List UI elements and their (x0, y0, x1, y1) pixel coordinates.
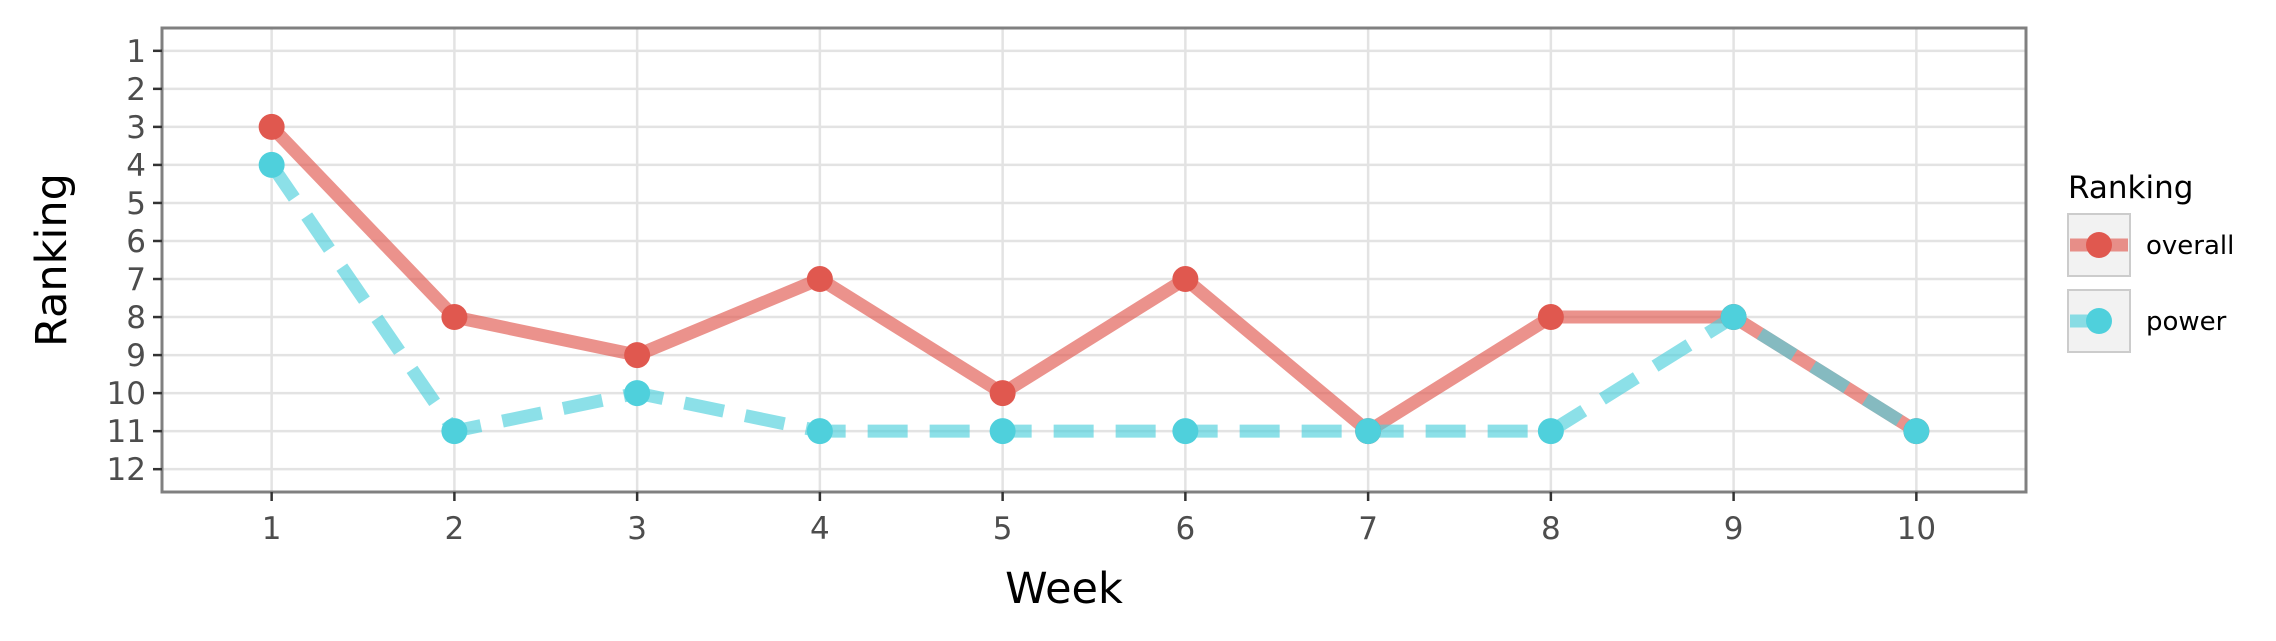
y-axis-title: Ranking (27, 173, 77, 347)
x-tick-label: 10 (1897, 511, 1936, 547)
data-point-overall (1537, 304, 1564, 331)
data-point-overall (258, 113, 285, 140)
data-point-power (806, 418, 833, 445)
legend-label-overall: overall (2146, 231, 2234, 261)
y-tick-label: 7 (126, 262, 146, 298)
y-tick-label: 8 (126, 300, 146, 336)
legend: Ranking overall power (2067, 170, 2234, 353)
data-point-overall (989, 380, 1016, 407)
x-tick-label: 4 (810, 511, 830, 547)
series-points (258, 113, 1930, 445)
y-tick-label: 1 (126, 34, 146, 70)
gridlines (162, 28, 2026, 492)
y-tick-label: 12 (107, 452, 146, 488)
data-point-overall (1172, 266, 1199, 293)
data-point-power (258, 151, 285, 178)
y-tick-label: 11 (107, 414, 146, 450)
x-axis-title: Week (1005, 564, 1123, 614)
data-point-overall (624, 342, 651, 369)
x-tick-label: 3 (627, 511, 647, 547)
y-tick-label: 4 (126, 148, 146, 184)
data-point-power (1720, 304, 1747, 331)
y-tick-label: 2 (126, 72, 146, 108)
data-point-power (989, 418, 1016, 445)
y-tick-label: 9 (126, 338, 146, 374)
plot-border (160, 26, 2028, 494)
x-tick-label: 6 (1176, 511, 1196, 547)
x-tick-label: 8 (1541, 511, 1561, 547)
plot-panel (162, 28, 2026, 492)
legend-point-power (2086, 308, 2112, 334)
y-tick-label: 5 (126, 186, 146, 222)
x-tick-label: 7 (1358, 511, 1378, 547)
series-lines (266, 122, 1920, 438)
x-tick-label: 2 (445, 511, 465, 547)
x-tick-label: 9 (1724, 511, 1744, 547)
data-point-power (1355, 418, 1382, 445)
x-tick-label: 1 (262, 511, 282, 547)
data-point-power (1537, 418, 1564, 445)
y-tick-label: 3 (126, 110, 146, 146)
data-point-power (441, 418, 468, 445)
data-point-power (1903, 418, 1930, 445)
data-point-power (1172, 418, 1199, 445)
legend-label-power: power (2146, 307, 2227, 337)
y-tick-label: 10 (107, 376, 146, 412)
data-point-overall (806, 266, 833, 293)
y-tick-label: 6 (126, 224, 146, 260)
legend-point-overall (2086, 232, 2112, 258)
data-point-power (624, 380, 651, 407)
series-line-overall (266, 122, 1920, 438)
data-point-overall (441, 304, 468, 331)
legend-title: Ranking (2068, 170, 2193, 206)
x-tick-label: 5 (993, 511, 1013, 547)
